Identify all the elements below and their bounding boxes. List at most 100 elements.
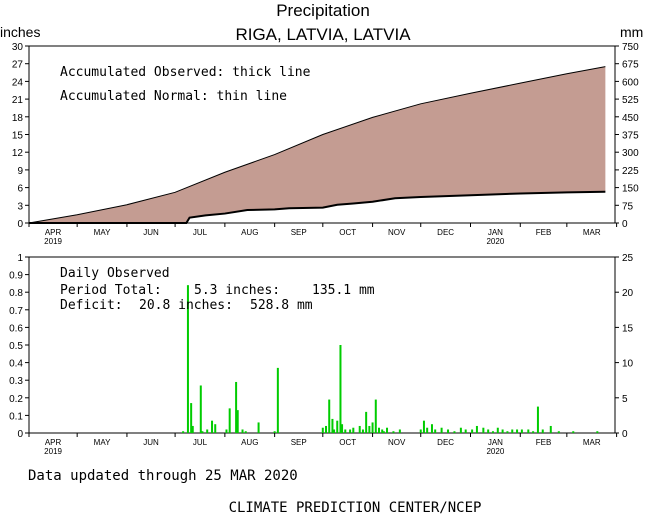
period-total-label: Period Total: [60,283,162,298]
daily-precip-bar [453,431,456,433]
daily-right-tick-label: 15 [622,323,634,334]
daily-right-tick-label: 10 [622,359,634,370]
daily-precip-bar [501,429,504,433]
daily-precip-bar [352,427,355,433]
daily-observed-heading: Daily Observed [60,266,170,281]
accum-right-tick-label: 750 [622,42,639,53]
daily-precip-bar [596,431,599,433]
credit-line: CLIMATE PREDICTION CENTER/NCEP [229,500,482,516]
accum-month-label: JUL [193,228,208,237]
normal-annotation: Accumulated Normal: thin line [60,89,287,104]
daily-left-tick-label: 0.3 [9,376,23,387]
daily-precip-bar [214,424,217,433]
daily-precip-bar [206,429,209,433]
daily-left-tick-label: 0.1 [9,411,23,422]
daily-left-tick-label: 0.8 [9,288,23,299]
observed-annotation: Accumulated Observed: thick line [60,65,311,80]
daily-month-label: SEP [291,438,307,447]
accum-month-label: NOV [388,228,406,237]
daily-precip-bar [520,429,523,433]
accum-month-label: JUN [143,228,159,237]
deficit-label: Deficit: [60,298,123,313]
data-updated-note: Data updated through 25 MAR 2020 [28,468,298,484]
daily-precip-bar [482,427,485,433]
daily-month-label: JUL [193,438,208,447]
daily-month-label: JUN [143,438,159,447]
accum-right-tick-label: 300 [622,148,639,159]
daily-precip-bar [228,408,231,433]
daily-precip-bar [426,427,429,433]
daily-month-label: APR [45,438,62,447]
daily-left-tick-label: 0.9 [9,271,23,282]
daily-left-tick-label: 0.4 [9,359,23,370]
daily-precip-bar [325,425,328,433]
daily-precip-bar [536,406,539,433]
daily-year-label: 2019 [44,447,62,456]
accum-left-tick-label: 18 [12,113,24,124]
daily-precip-bar [471,429,474,433]
daily-precip-bar [182,431,185,433]
accum-year-label: 2020 [486,237,504,246]
accum-right-tick-label: 375 [622,131,639,142]
daily-month-label: FEB [536,438,552,447]
daily-precip-bar [273,431,276,433]
daily-precip-bar [487,429,490,433]
accum-left-tick-label: 12 [12,148,24,159]
daily-month-label: JAN [488,438,503,447]
daily-precip-bar [358,425,361,433]
daily-precip-bar [336,420,339,433]
accum-left-tick-label: 9 [17,166,23,177]
daily-precip-bar [333,429,336,433]
period-total-inches: 5.3 inches: [194,283,280,298]
daily-precip-bar [434,429,437,433]
accum-month-label: SEP [291,228,307,237]
accum-left-tick-label: 30 [12,42,24,53]
daily-precip-bar [527,429,530,433]
accum-left-tick-label: 3 [17,201,23,212]
daily-month-label: AUG [241,438,258,447]
daily-precip-bar [331,418,334,433]
daily-precip-bar [244,431,247,433]
accum-left-tick-label: 6 [17,184,23,195]
normal-accumulation-line [28,66,606,224]
daily-month-label: OCT [339,438,356,447]
daily-precip-bar [419,429,422,433]
daily-precip-bar [328,399,331,433]
daily-precip-bar [430,424,433,433]
accum-left-tick-label: 21 [12,95,24,106]
accum-month-label: APR [45,228,62,237]
deficit-inches: 20.8 inches: [139,298,233,313]
daily-precip-bar [398,429,401,433]
accum-right-tick-label: 0 [622,219,628,230]
daily-plot: 00.10.20.30.40.50.60.70.80.910510152025A… [9,253,633,456]
accum-month-label: OCT [339,228,356,237]
daily-left-tick-label: 0.2 [9,394,23,405]
deficit-fill-area [29,66,606,224]
daily-precip-bar [377,427,380,433]
daily-precip-bar [365,411,368,433]
accum-left-tick-label: 0 [17,219,23,230]
daily-precip-bar [190,403,193,433]
chart-subtitle: RIGA, LATVIA, LATVIA [235,25,411,44]
daily-left-tick-label: 0.7 [9,306,23,317]
accum-month-label: MAR [583,228,601,237]
daily-precip-bar [541,429,544,433]
daily-left-tick-label: 1 [17,253,23,264]
observed-accumulation-line [29,190,606,224]
daily-precip-bar [199,385,202,433]
daily-precip-bar [496,427,499,433]
daily-precip-bar [241,429,244,433]
daily-precip-bar [276,367,279,433]
daily-precip-bar [381,429,384,433]
daily-month-label: NOV [388,438,406,447]
daily-precip-bar [386,427,389,433]
accum-year-label: 2019 [44,237,62,246]
daily-precip-bar [186,285,189,433]
daily-precip-bar [491,431,494,433]
daily-precip-bar [382,431,385,433]
daily-month-label: DEC [437,438,454,447]
daily-precip-bar [371,422,374,433]
accum-right-tick-label: 600 [622,77,639,88]
daily-precip-bar [344,429,347,433]
